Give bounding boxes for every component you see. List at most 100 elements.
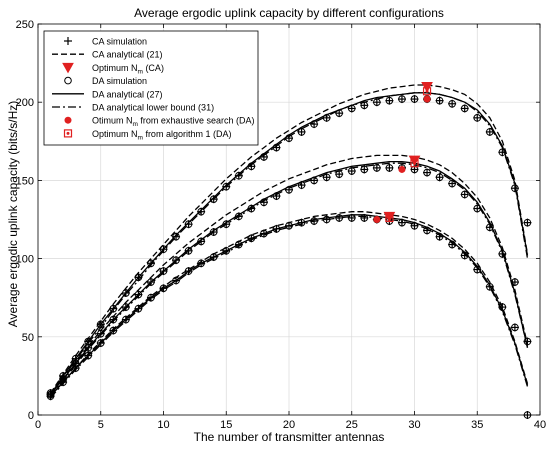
exhaustive-optimum-point xyxy=(373,216,381,223)
da-lower-bound-line xyxy=(49,162,529,397)
legend-marker xyxy=(63,129,73,138)
legend-label-main: Optimum N xyxy=(92,129,138,139)
ca-simulation-point xyxy=(372,98,381,107)
legend-label-main: Otimum N xyxy=(92,116,133,126)
ca-simulation-point xyxy=(209,195,218,204)
ca-simulation-point xyxy=(485,223,494,232)
ca-simulation-point xyxy=(234,212,243,221)
ca-simulation-point xyxy=(448,179,457,188)
ca-simulation-point xyxy=(109,304,118,313)
ca-simulation-point xyxy=(460,104,469,113)
legend-label: DA analytical (27) xyxy=(92,89,163,99)
legend-label: DA simulation xyxy=(92,76,147,86)
ca-simulation-point xyxy=(259,198,268,207)
ca-simulation-point xyxy=(146,278,155,287)
ca-simulation-point xyxy=(322,113,331,122)
ca-simulation-point xyxy=(259,152,268,161)
ca-simulation-point xyxy=(272,192,281,201)
ca-simulation-point xyxy=(322,173,331,182)
legend-label: Optimum Nm from algorithm 1 (DA) xyxy=(92,129,231,142)
ca-simulation-point xyxy=(397,95,406,104)
x-tick-label: 30 xyxy=(408,419,420,431)
ca-simulation-point xyxy=(310,120,319,129)
ca-simulation-point xyxy=(109,315,118,324)
y-tick-label: 200 xyxy=(16,97,34,109)
y-tick-label: 150 xyxy=(16,175,34,187)
ca-simulation-point xyxy=(510,323,519,332)
ca-simulation-point xyxy=(197,207,206,216)
ca-simulation-point xyxy=(285,185,293,194)
ca-simulation-point xyxy=(209,228,218,237)
ca-optimum-point xyxy=(383,211,396,223)
ca-simulation-point xyxy=(435,232,444,241)
ca-simulation-point xyxy=(234,240,243,249)
legend-entry: Otimum Nm from exhaustive search (DA) xyxy=(64,116,255,128)
ca-simulation-point xyxy=(197,237,206,246)
ca-simulation-point xyxy=(247,204,256,213)
ca-simulation-point xyxy=(498,303,507,312)
legend-box xyxy=(43,30,259,146)
ca-simulation-point xyxy=(109,326,118,335)
ca-simulation-point xyxy=(84,343,93,352)
legend-entry: CA simulation xyxy=(64,37,147,47)
ca-simulation-point xyxy=(335,213,344,222)
legend-entry: DA simulation xyxy=(64,76,147,86)
legend-label-suffix: from exhaustive search (DA) xyxy=(138,116,255,126)
ca-simulation-point xyxy=(523,337,532,346)
ca-simulation-point xyxy=(234,171,243,180)
ca-simulation-point xyxy=(435,96,444,105)
ca-simulation-point xyxy=(360,213,369,222)
legend-entry: CA analytical (21) xyxy=(52,50,163,60)
legend-label-suffix: (CA) xyxy=(143,63,164,73)
ca-simulation-point xyxy=(134,273,143,282)
legend-label: CA analytical (21) xyxy=(92,50,163,60)
triangle-marker xyxy=(421,82,433,93)
legend-label-sub: m xyxy=(138,134,143,141)
ca-simulation-point xyxy=(385,96,394,105)
triangle-marker xyxy=(383,211,396,223)
ca-simulation-point xyxy=(485,282,494,291)
ca-simulation-point xyxy=(423,168,432,177)
ca-simulation-point xyxy=(347,213,356,222)
ca-simulation-point xyxy=(523,218,532,227)
ca-simulation-point xyxy=(473,113,482,122)
ca-simulation-point xyxy=(473,265,482,274)
ca-simulation-point xyxy=(397,218,406,227)
x-tick-label: 25 xyxy=(346,419,358,431)
ca-simulation-point xyxy=(247,234,256,243)
ca-simulation-point xyxy=(335,170,344,179)
legend-label-main: DA simulation xyxy=(92,76,147,86)
legend-marker xyxy=(64,116,72,124)
ca-simulation-point xyxy=(498,148,507,157)
legend-label-sub: m xyxy=(133,121,138,128)
legend-label-main: CA simulation xyxy=(92,37,147,47)
ca-simulation-point xyxy=(159,284,168,293)
x-tick-label: 20 xyxy=(283,419,295,431)
ca-simulation-point xyxy=(510,278,519,287)
ca-simulation-point xyxy=(347,104,356,113)
ca-simulation-point xyxy=(247,162,256,171)
ca-simulation-point xyxy=(96,329,105,338)
ca-analytical-line xyxy=(49,154,529,396)
ca-simulation-point xyxy=(184,246,193,255)
ca-simulation-point xyxy=(59,378,68,387)
legend-label: Optimum Nm (CA) xyxy=(92,63,164,76)
ca-simulation-point xyxy=(523,411,532,419)
ca-simulation-point xyxy=(272,143,281,152)
legend-label: CA simulation xyxy=(92,37,147,47)
ca-simulation-point xyxy=(322,215,331,224)
legend-label-suffix: from algorithm 1 (DA) xyxy=(143,129,232,139)
x-tick-label: 10 xyxy=(157,419,169,431)
ca-simulation-point xyxy=(297,127,306,136)
legend-label: DA analytical lower bound (31) xyxy=(92,103,214,113)
ca-simulation-point xyxy=(335,109,344,118)
ca-simulation-point xyxy=(96,339,105,348)
ca-simulation-point xyxy=(134,290,143,299)
ca-simulation-point xyxy=(184,220,193,229)
ca-simulation-point xyxy=(285,221,293,230)
ca-simulation-point xyxy=(423,226,432,235)
da-lower-bound-line xyxy=(50,215,529,399)
legend-marker xyxy=(62,62,74,74)
